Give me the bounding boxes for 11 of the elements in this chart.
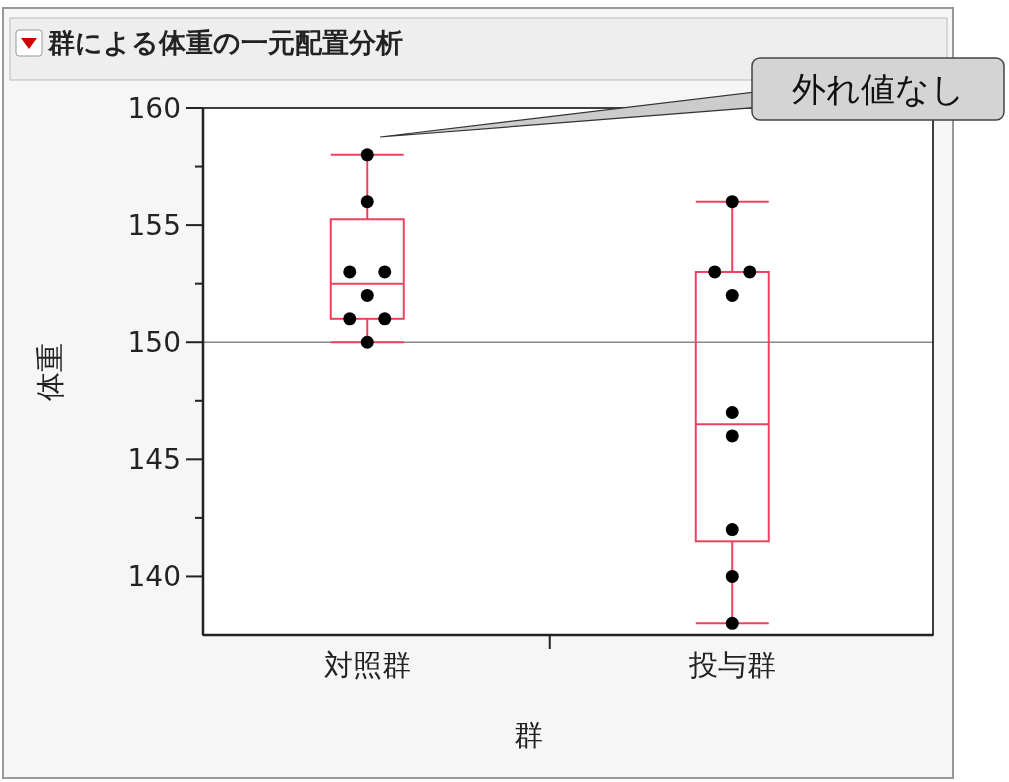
y-tick-label: 155 — [127, 209, 181, 243]
x-axis-title: 群 — [513, 718, 543, 752]
annotation: 外れ値なし — [791, 69, 965, 109]
y-tick-label: 160 — [127, 92, 181, 125]
y-tick-label: 140 — [127, 560, 181, 594]
y-tick-label: 145 — [127, 443, 181, 477]
y-axis-title: 体重 — [33, 342, 67, 401]
x-tick-label: 対照群 — [323, 648, 411, 682]
x-tick-label: 投与群 — [687, 648, 776, 682]
y-tick-label: 150 — [127, 326, 181, 360]
chart-title: 群による体重の一元配置分析 — [47, 27, 403, 58]
